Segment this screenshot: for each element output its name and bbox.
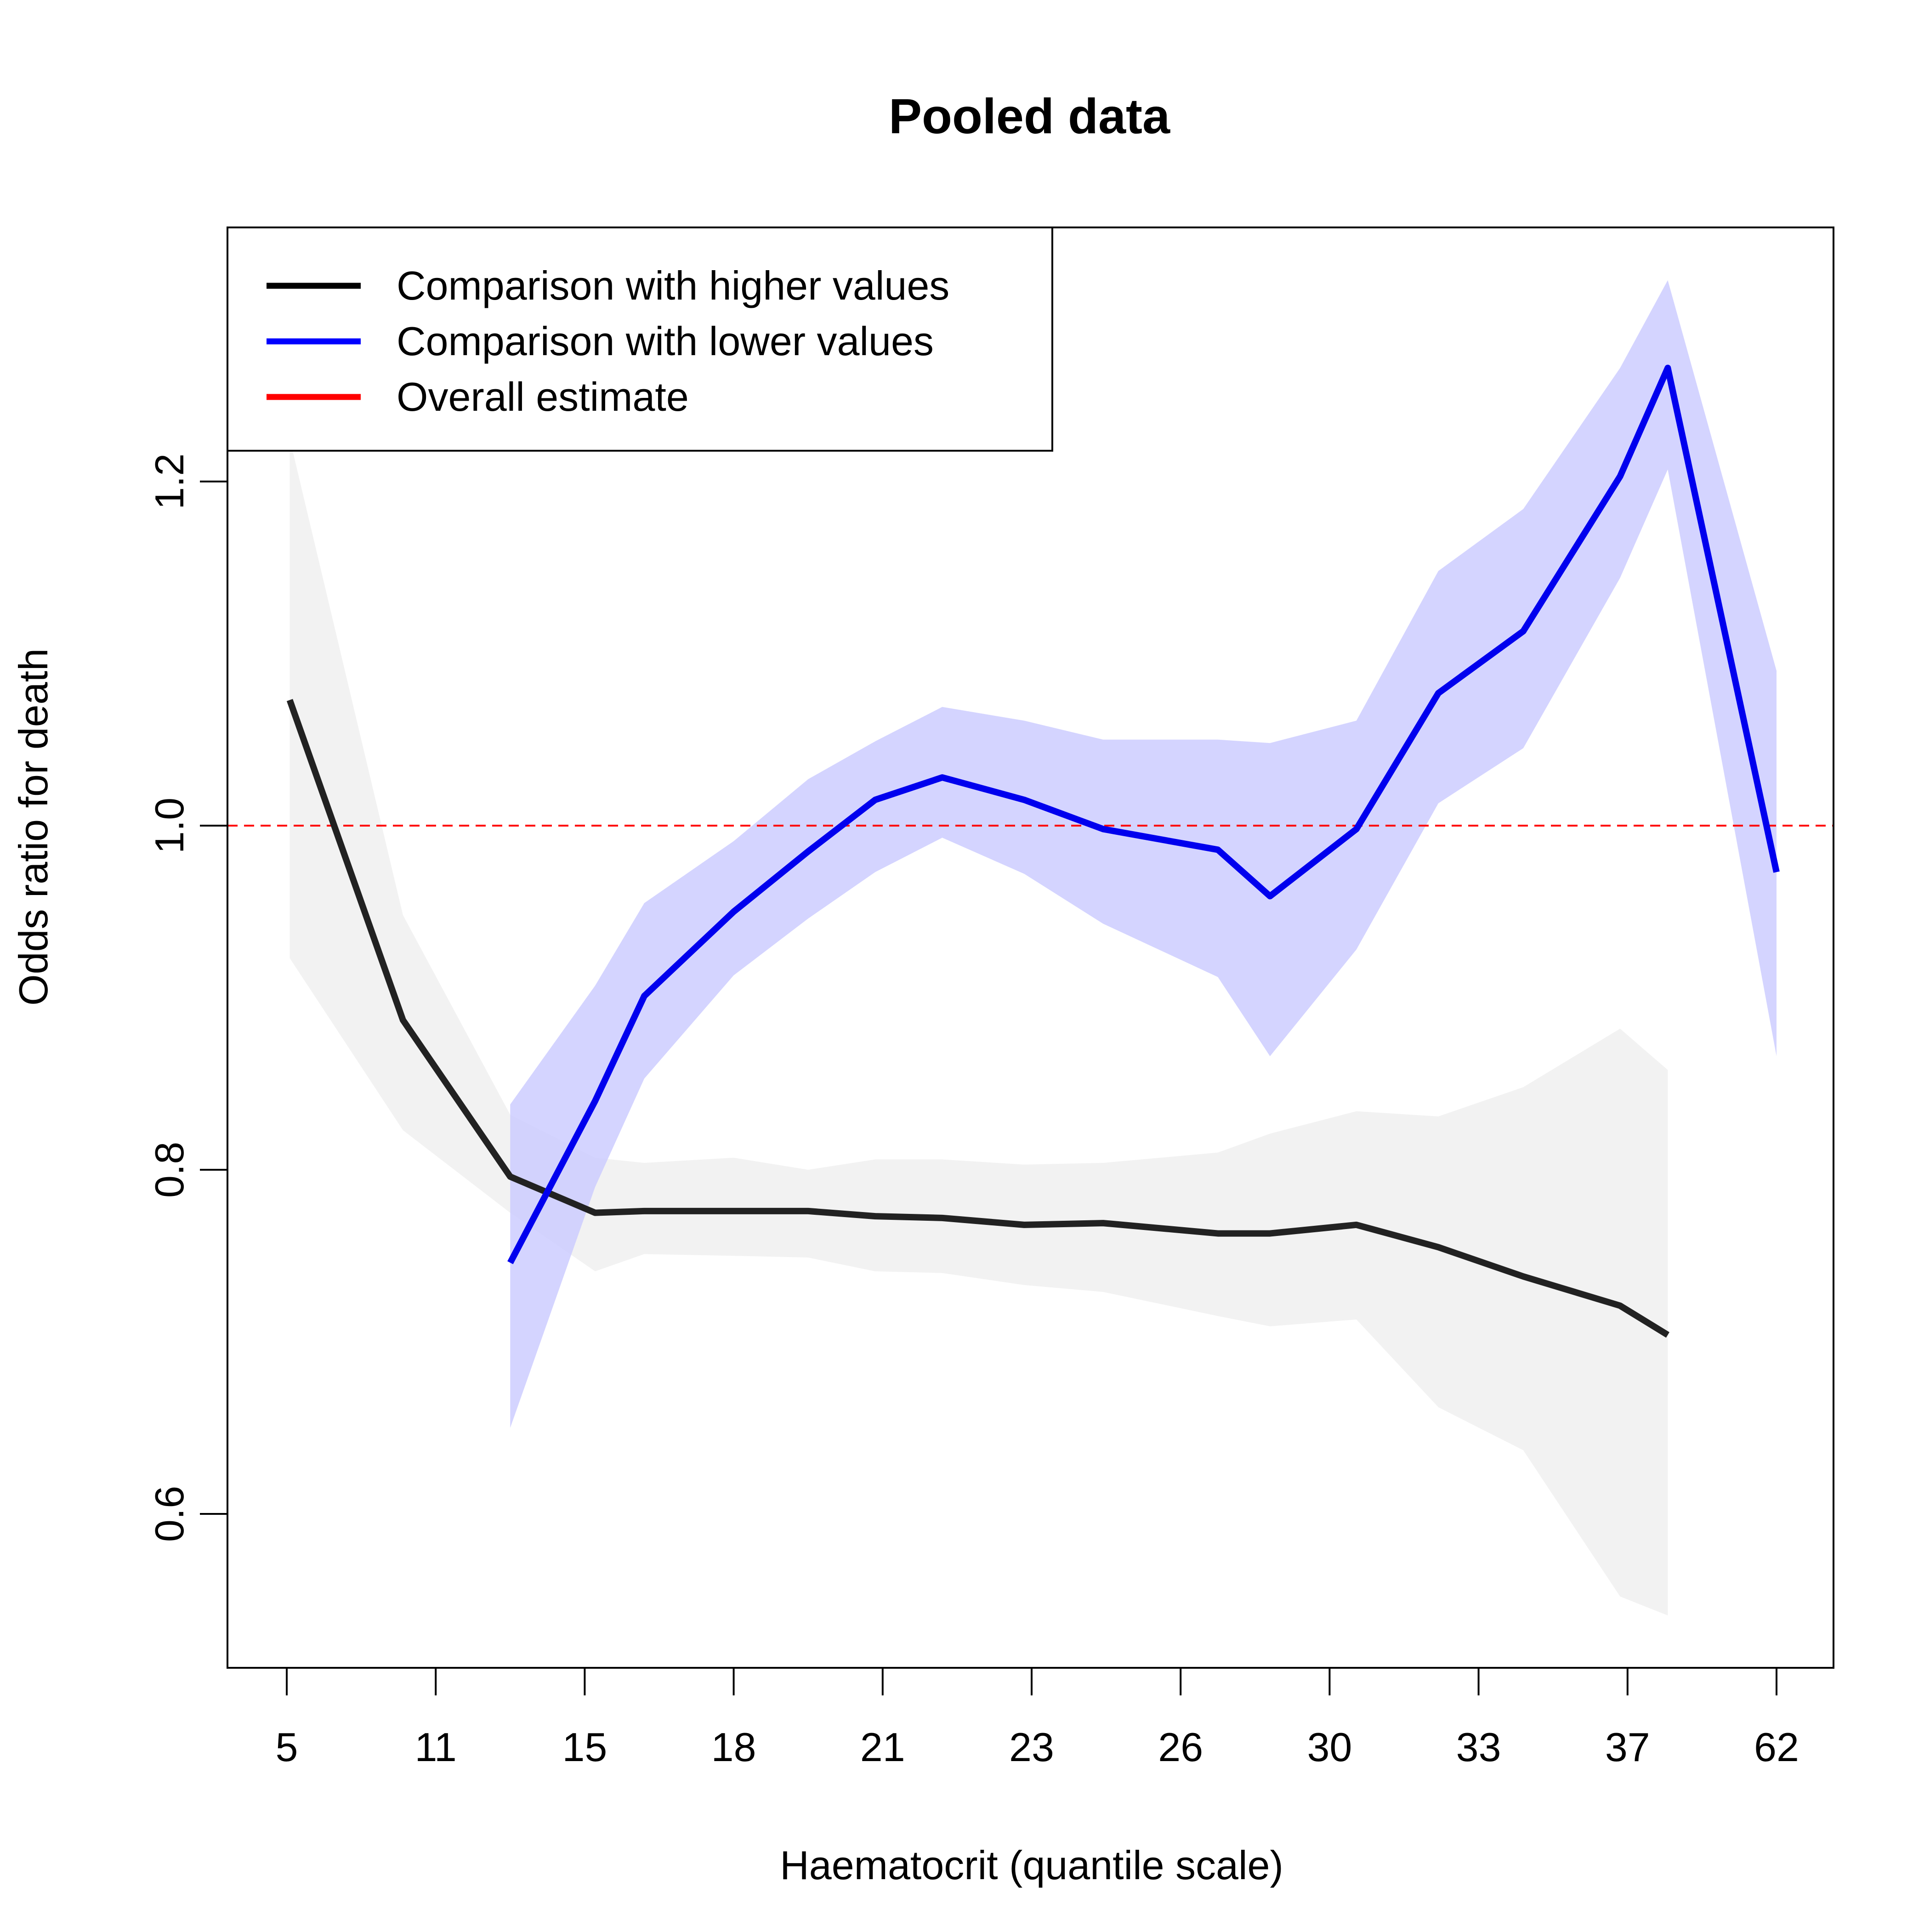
x-axis-label: Haematocrit (quantile scale)	[780, 1842, 1283, 1888]
confidence-bands	[290, 280, 1777, 1615]
x-tick-label: 62	[1754, 1724, 1799, 1770]
series-line-lower	[507, 364, 1780, 1264]
legend-label-higher: Comparison with higher values	[397, 263, 949, 308]
series-line-higher	[286, 699, 1669, 1338]
y-tick-label: 1.2	[147, 453, 192, 510]
y-tick-label: 0.8	[147, 1142, 192, 1198]
series-lines	[286, 364, 1780, 1338]
y-axis-label: Odds ratio for death	[11, 648, 56, 1006]
legend: Comparison with higher values Comparison…	[227, 227, 1053, 452]
x-tick-label: 5	[276, 1724, 298, 1770]
x-tick-label: 21	[860, 1724, 905, 1770]
y-tick-label: 0.6	[147, 1486, 192, 1542]
x-tick-label: 18	[711, 1724, 756, 1770]
x-tick-label: 37	[1605, 1724, 1650, 1770]
x-axis: 5 11 15 18 21 23 26 30 33 37 62	[276, 1667, 1799, 1770]
legend-label-overall: Overall estimate	[397, 374, 689, 419]
legend-box	[227, 227, 1053, 452]
x-tick-label: 11	[415, 1724, 457, 1770]
chart-title: Pooled data	[889, 88, 1170, 144]
confidence-band-higher	[290, 438, 1668, 1615]
confidence-band-lower	[510, 280, 1777, 1428]
legend-label-lower: Comparison with lower values	[397, 318, 934, 364]
y-axis: 0.6 0.8 1.0 1.2	[147, 453, 228, 1542]
x-tick-label: 15	[562, 1724, 607, 1770]
x-tick-label: 23	[1009, 1724, 1054, 1770]
x-tick-label: 33	[1456, 1724, 1501, 1770]
x-tick-label: 26	[1158, 1724, 1203, 1770]
x-tick-label: 30	[1307, 1724, 1352, 1770]
y-tick-label: 1.0	[147, 798, 192, 854]
